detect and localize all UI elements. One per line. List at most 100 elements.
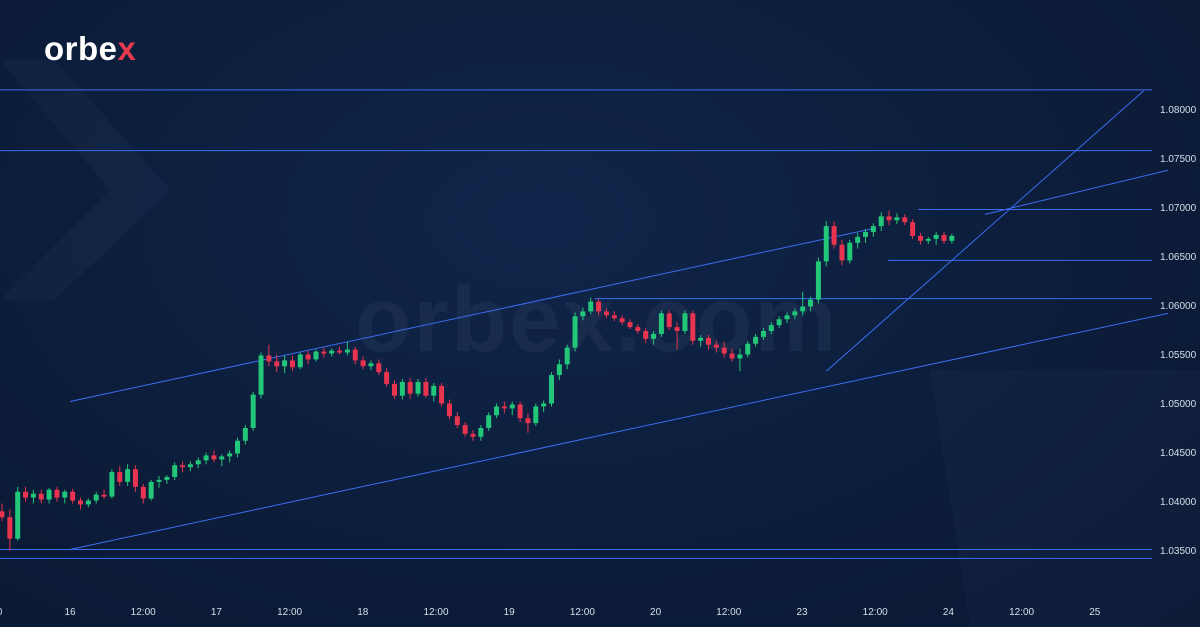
candle xyxy=(847,239,853,264)
candle xyxy=(446,399,452,420)
y-axis: 1.08000 1.07500 1.07000 1.06500 1.06000 1.055… xyxy=(1160,105,1197,557)
candle xyxy=(289,355,295,372)
candle-body xyxy=(753,336,759,344)
candle-body xyxy=(863,232,868,237)
candle xyxy=(132,465,138,492)
candle xyxy=(384,368,390,387)
candle xyxy=(682,310,688,334)
candle-body xyxy=(588,301,594,312)
candle-body xyxy=(870,226,876,232)
y-tick-label: 1.04500 xyxy=(1160,448,1197,459)
candle xyxy=(549,372,554,407)
candle-body xyxy=(384,372,390,384)
candle xyxy=(368,360,374,371)
candle-body xyxy=(690,313,696,341)
trendline-upper-extension xyxy=(984,169,1169,215)
candle xyxy=(831,221,837,249)
candle-body xyxy=(125,469,131,482)
logo-accent: x xyxy=(117,30,137,67)
candle xyxy=(533,403,539,427)
candle-body xyxy=(525,418,531,424)
x-tick-label: 25 xyxy=(1089,607,1101,618)
candle-body xyxy=(808,299,814,307)
candle-body xyxy=(282,360,288,367)
x-tick-label: 00 xyxy=(0,607,3,618)
candle-body xyxy=(266,355,272,362)
x-tick-label: 12:00 xyxy=(570,607,595,618)
candle-body xyxy=(886,216,892,221)
candle xyxy=(949,233,955,244)
candle-body xyxy=(823,226,829,262)
candle-body xyxy=(917,235,923,241)
x-tick-label: 12:00 xyxy=(423,607,448,618)
candle-body xyxy=(344,349,350,353)
candle-body xyxy=(439,385,445,404)
candle-body xyxy=(784,315,790,320)
candle-body xyxy=(564,347,570,365)
candle xyxy=(187,461,193,472)
candle-body xyxy=(698,337,704,341)
candle-body xyxy=(78,500,83,505)
candlesticks xyxy=(0,210,955,551)
candle-body xyxy=(910,222,916,236)
y-tick-label: 1.08000 xyxy=(1160,105,1197,116)
candle-body xyxy=(533,406,539,424)
trendlines xyxy=(69,90,1169,551)
candle xyxy=(910,219,916,239)
candle-body xyxy=(768,325,774,331)
candle xyxy=(172,462,178,480)
candle-body xyxy=(494,406,500,416)
candle-body xyxy=(721,347,727,354)
candle xyxy=(760,328,766,340)
candle-body xyxy=(729,353,735,359)
candle-body xyxy=(651,333,657,339)
candle xyxy=(941,232,947,244)
candle xyxy=(321,347,327,358)
deco-block-right xyxy=(930,370,1200,627)
x-axis: 00 16 12:00 17 12:00 18 12:00 19 12:00 20 12:00 23 1… xyxy=(0,607,1101,618)
x-tick-label: 20 xyxy=(650,607,662,618)
candle xyxy=(729,348,735,362)
candle-body xyxy=(23,491,29,498)
candle-body xyxy=(682,313,688,331)
candle xyxy=(643,328,649,343)
candle-body xyxy=(93,494,99,501)
candle xyxy=(423,378,429,398)
candle-body xyxy=(572,316,578,348)
x-tick-label: 19 xyxy=(504,607,516,618)
candle xyxy=(282,355,288,374)
candle-body xyxy=(360,360,366,367)
candle-body xyxy=(847,242,853,261)
candle-body xyxy=(289,360,295,368)
candle xyxy=(164,475,170,484)
candle xyxy=(737,348,743,372)
candle xyxy=(337,346,343,355)
x-tick-label: 12:00 xyxy=(863,607,888,618)
candle xyxy=(855,232,861,249)
x-tick-label: 12:00 xyxy=(1009,607,1034,618)
candle xyxy=(125,464,131,486)
candle-body xyxy=(219,456,225,460)
candle-body xyxy=(658,313,664,334)
candle xyxy=(517,401,523,423)
candle xyxy=(85,498,91,508)
candle xyxy=(698,334,704,347)
candle-body xyxy=(70,491,76,501)
candle xyxy=(784,312,790,324)
candle xyxy=(54,486,60,502)
candle-body xyxy=(706,337,711,345)
candle xyxy=(305,350,311,365)
candle xyxy=(666,310,672,330)
candle-body xyxy=(831,226,837,245)
candle xyxy=(101,489,107,499)
trendline-channel-lower xyxy=(69,312,1169,551)
candle xyxy=(117,466,123,486)
candle-body xyxy=(925,238,931,241)
candle-body xyxy=(446,403,452,417)
candle xyxy=(313,349,319,362)
candle xyxy=(933,232,939,245)
candle-body xyxy=(737,354,743,359)
candle-body xyxy=(407,381,413,394)
candle-body xyxy=(258,355,264,395)
